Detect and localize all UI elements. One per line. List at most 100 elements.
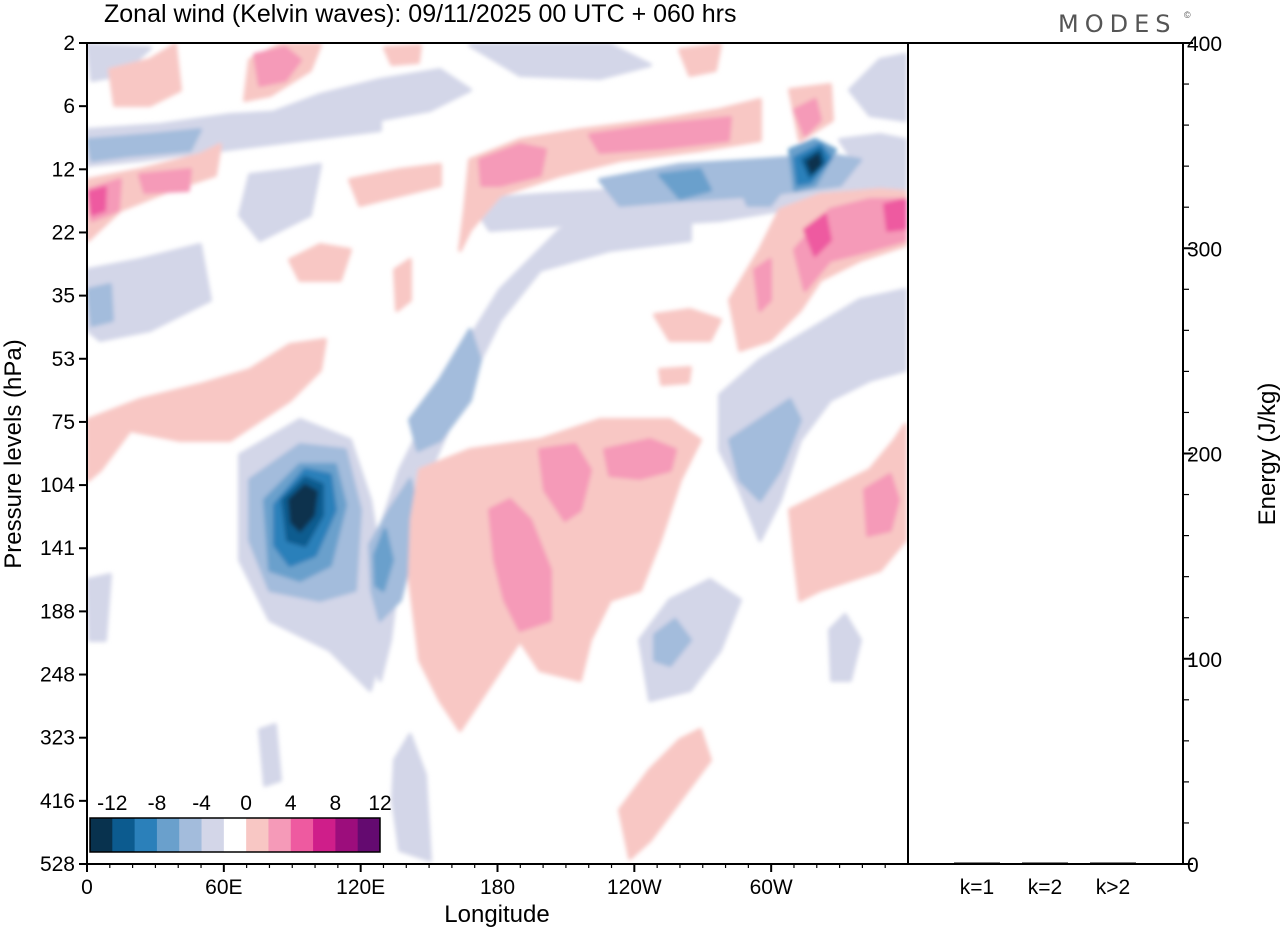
energy-bar [954,862,1000,864]
wind-contour-region [373,528,394,592]
wind-contour-region [848,53,907,122]
wind-contour-region [478,143,547,187]
wind-contour-region [883,198,907,232]
wind-contour-region [138,168,192,194]
wind-contour-region [806,153,822,174]
colorbar-swatch [357,818,381,852]
colorbar-label: -4 [192,792,211,815]
longitude-tick-label: 60W [750,876,793,899]
colorbar-label: 0 [240,792,252,815]
wind-contour-region [488,498,552,632]
colorbar-label: 4 [285,792,297,815]
wind-contour-region [538,443,592,522]
colorbar-swatch [112,818,136,852]
wind-contour-region [728,398,802,502]
colorbar-label: 12 [368,792,391,815]
colorbar-swatch [268,818,292,852]
colorbar-swatch [290,818,314,852]
modes-logo: MODES [1058,10,1176,38]
longitude-tick-label: 120E [336,876,385,899]
colorbar-label: -12 [97,792,127,815]
wind-contour-region [288,484,318,532]
wind-contour-field [87,43,907,862]
wind-contour-region [288,243,352,282]
pressure-tick-label: 104 [40,474,75,497]
wind-contour-region [678,43,722,77]
pressure-tick-label: 6 [63,95,75,118]
colorbar-label: -8 [148,792,167,815]
logo-registered-mark: © [1184,10,1191,20]
pressure-axis: 2 6 12 22 35 53 75 104 141 188 248 323 416 528 [40,32,87,876]
colorbar-swatch [201,818,225,852]
wind-contour-region [258,723,282,787]
colorbar-legend: -12 -8 -4 0 4 8 12 [89,792,392,853]
wind-contour-region [863,473,900,537]
energy-plot-frame [907,42,1184,865]
colorbar-swatch [156,818,180,852]
chart-title: Zonal wind (Kelvin waves): 09/11/2025 00… [104,0,737,28]
colorbar-swatch [179,818,203,852]
wind-contour-region [383,44,422,66]
energy-axis-label: Energy (J/kg) [1254,383,1280,526]
longitude-tick-label: 120W [607,876,662,899]
wind-contour-region [238,163,322,242]
wind-contour-region [603,438,677,480]
wind-contour-region [653,618,692,667]
colorbar-frame [89,817,381,853]
pressure-tick-label: 22 [52,221,75,244]
colorbar-swatch [134,818,158,852]
wind-contour-region [753,258,772,312]
wind-contour-region [87,573,112,642]
energy-tick-label: 100 [1187,649,1222,672]
wind-contour-region [87,128,202,162]
pressure-tick-label: 35 [52,285,75,308]
longitude-axis: 0 60E 120E 180 120W 60W [81,864,886,899]
pressure-tick-label: 141 [40,537,75,560]
wind-contour-region [348,163,442,207]
wind-contour-region [803,213,832,257]
energy-axis: 0 100 200 300 400 [1183,33,1222,877]
wind-contour-region [828,613,862,682]
wind-contour-region [87,243,212,342]
wind-contour-region [391,733,432,862]
colorbar-label: 8 [330,792,342,815]
pressure-tick-label: 188 [40,600,75,623]
energy-tick-label: 200 [1187,444,1222,467]
wind-contour-region [653,308,722,342]
wind-contour-region [87,338,327,482]
colorbar-swatch [246,818,269,852]
wind-contour-region [408,328,482,452]
energy-bars: k=1 k=2 k>2 [954,862,1136,899]
colorbar-swatch [313,818,336,852]
energy-bar [1090,862,1136,864]
pressure-tick-label: 528 [40,853,75,876]
wind-contour-region [588,116,732,154]
wind-contour-region [788,423,907,602]
wind-contour-region [108,43,182,107]
wind-contour-region [393,258,412,312]
longitude-tick-label: 60E [205,876,242,899]
energy-bar-label: k>2 [1096,876,1130,899]
energy-tick-label: 0 [1187,854,1199,877]
energy-tick-label: 400 [1187,33,1222,56]
pressure-tick-label: 323 [40,727,75,750]
wind-contour-region [238,68,472,142]
energy-bar-label: k=1 [960,876,994,899]
wind-contour-region [738,168,792,207]
pressure-tick-label: 53 [52,348,75,371]
pressure-tick-label: 248 [40,664,75,687]
pressure-tick-label: 12 [52,158,75,181]
y-axis-label: Pressure levels (hPa) [0,339,27,568]
energy-tick-label: 300 [1187,238,1222,261]
longitude-tick-label: 0 [81,876,93,899]
wind-contour-region [658,366,692,386]
energy-bar [1022,862,1068,864]
wind-contour-region [408,418,702,732]
longitude-tick-label: 180 [480,876,515,899]
colorbar-swatch [335,818,359,852]
colorbar-swatch [90,818,113,852]
pressure-tick-label: 75 [52,411,75,434]
wind-contour-region [658,168,712,200]
wind-contour-region [618,728,712,860]
